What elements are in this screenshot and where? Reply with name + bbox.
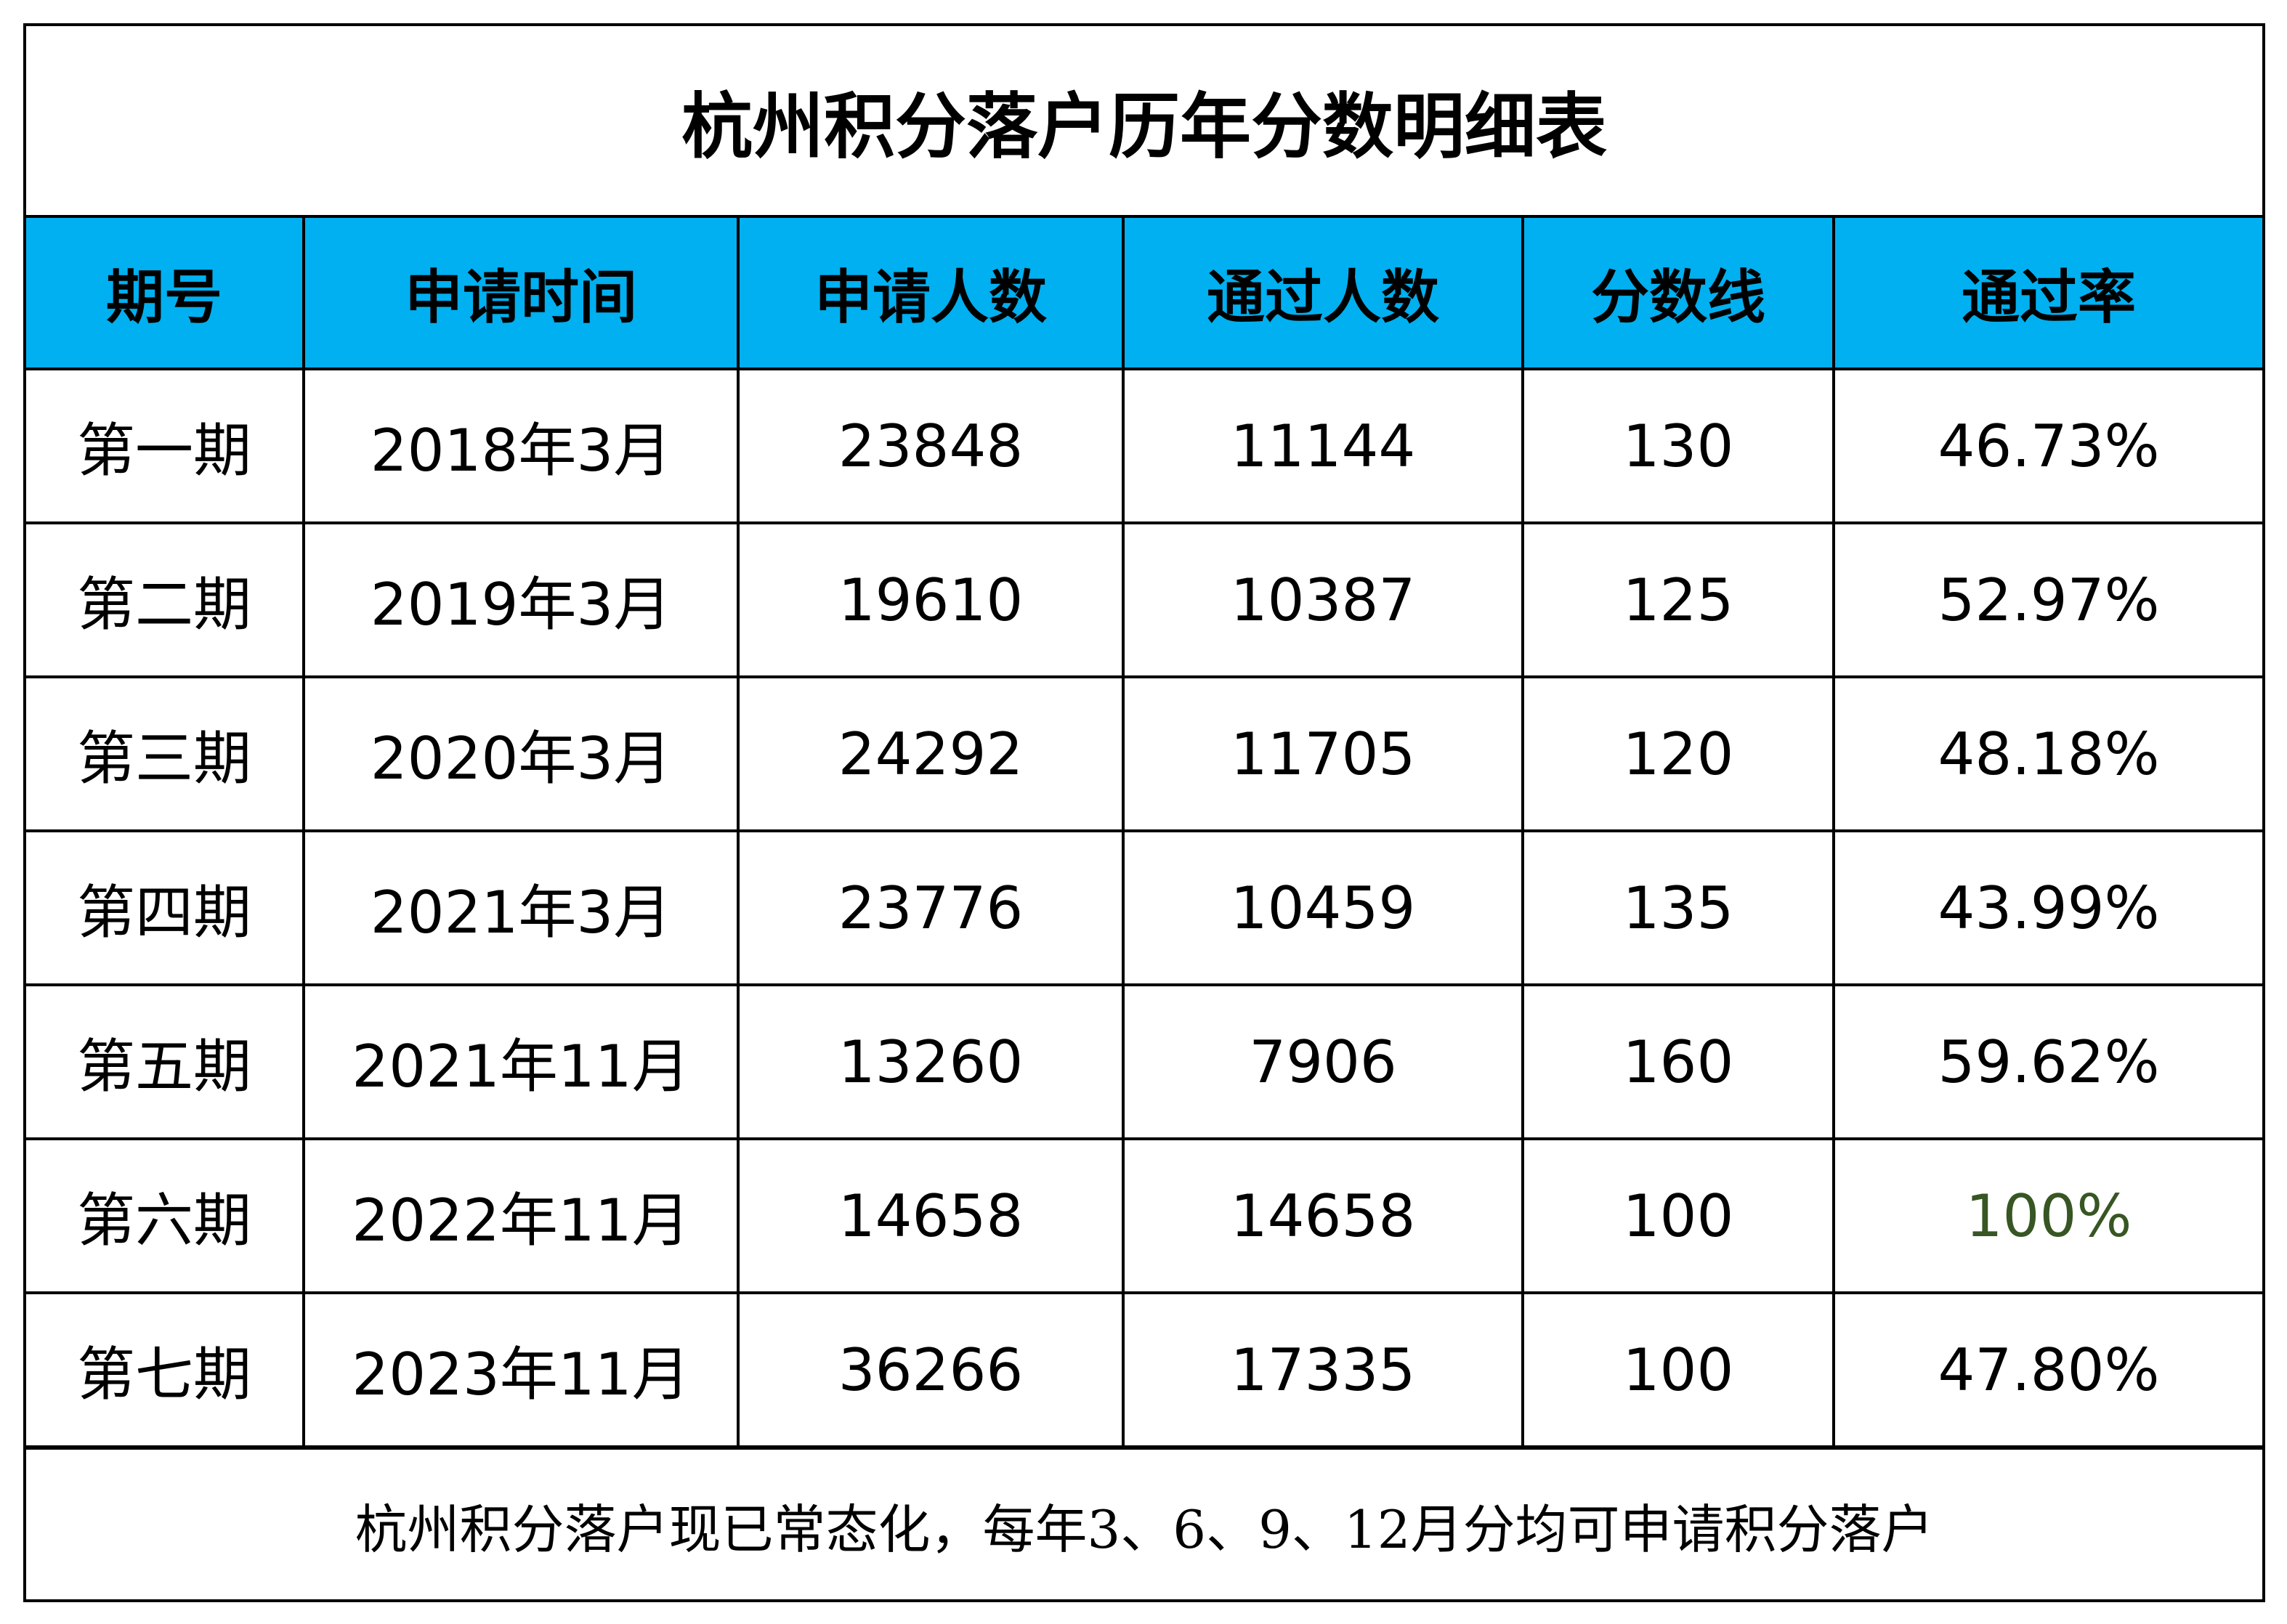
- cell-applicants: 13260: [737, 983, 1125, 1140]
- cell-passed: 10387: [1122, 521, 1524, 678]
- cell-passed: 10459: [1122, 829, 1524, 986]
- cell-applicants: 19610: [737, 521, 1125, 678]
- score-table-frame: 杭州积分落户历年分数明细表 期号 申请时间 申请人数 通过人数 分数线 通过率 …: [23, 23, 2265, 1602]
- score-table: 期号 申请时间 申请人数 通过人数 分数线 通过率 第一期 2018年3月 23…: [26, 218, 2262, 1448]
- header-passed: 通过人数: [1122, 218, 1524, 370]
- cell-applicants: 36266: [737, 1291, 1125, 1448]
- cell-pass-rate: 59.62%: [1832, 983, 2262, 1140]
- cell-applicants: 24292: [737, 675, 1125, 832]
- cell-pass-rate: 43.99%: [1832, 829, 2262, 986]
- table-row: 第三期 2020年3月 24292 11705 120 48.18%: [26, 675, 2262, 832]
- table-row: 第一期 2018年3月 23848 11144 130 46.73%: [26, 368, 2262, 524]
- cell-score-line: 135: [1521, 829, 1835, 986]
- table-row: 第二期 2019年3月 19610 10387 125 52.97%: [26, 521, 2262, 678]
- cell-pass-rate: 52.97%: [1832, 521, 2262, 678]
- cell-pass-rate: 100%: [1832, 1137, 2262, 1294]
- cell-period: 第二期: [26, 521, 305, 678]
- table-row: 第七期 2023年11月 36266 17335 100 47.80%: [26, 1291, 2262, 1448]
- header-time: 申请时间: [302, 218, 740, 370]
- cell-passed: 17335: [1122, 1291, 1524, 1448]
- header-pass-rate: 通过率: [1832, 218, 2262, 370]
- cell-pass-rate: 47.80%: [1832, 1291, 2262, 1448]
- cell-period: 第五期: [26, 983, 305, 1140]
- cell-passed: 7906: [1122, 983, 1524, 1140]
- cell-applicants: 14658: [737, 1137, 1125, 1294]
- cell-pass-rate: 46.73%: [1832, 368, 2262, 524]
- cell-score-line: 130: [1521, 368, 1835, 524]
- cell-period: 第四期: [26, 829, 305, 986]
- cell-applicants: 23848: [737, 368, 1125, 524]
- header-row: 期号 申请时间 申请人数 通过人数 分数线 通过率: [26, 218, 2262, 370]
- header-score-line: 分数线: [1521, 218, 1835, 370]
- table-row: 第五期 2021年11月 13260 7906 160 59.62%: [26, 983, 2262, 1140]
- table-row: 第六期 2022年11月 14658 14658 100 100%: [26, 1137, 2262, 1294]
- header-period: 期号: [26, 218, 305, 370]
- table-row: 第四期 2021年3月 23776 10459 135 43.99%: [26, 829, 2262, 986]
- cell-score-line: 125: [1521, 521, 1835, 678]
- cell-passed: 14658: [1122, 1137, 1524, 1294]
- cell-time: 2020年3月: [302, 675, 740, 832]
- cell-score-line: 120: [1521, 675, 1835, 832]
- cell-time: 2023年11月: [302, 1291, 740, 1448]
- cell-applicants: 23776: [737, 829, 1125, 986]
- cell-period: 第六期: [26, 1137, 305, 1294]
- table-title: 杭州积分落户历年分数明细表: [26, 26, 2262, 218]
- cell-period: 第三期: [26, 675, 305, 832]
- cell-time: 2021年3月: [302, 829, 740, 986]
- header-applicants: 申请人数: [737, 218, 1125, 370]
- cell-passed: 11144: [1122, 368, 1524, 524]
- cell-time: 2018年3月: [302, 368, 740, 524]
- cell-time: 2022年11月: [302, 1137, 740, 1294]
- cell-period: 第一期: [26, 368, 305, 524]
- cell-pass-rate: 48.18%: [1832, 675, 2262, 832]
- cell-passed: 11705: [1122, 675, 1524, 832]
- cell-period: 第七期: [26, 1291, 305, 1448]
- cell-time: 2021年11月: [302, 983, 740, 1140]
- cell-score-line: 100: [1521, 1291, 1835, 1448]
- cell-time: 2019年3月: [302, 521, 740, 678]
- cell-score-line: 100: [1521, 1137, 1835, 1294]
- table-footer-note: 杭州积分落户现已常态化，每年3、6、9、12月分均可申请积分落户: [26, 1447, 2262, 1599]
- cell-score-line: 160: [1521, 983, 1835, 1140]
